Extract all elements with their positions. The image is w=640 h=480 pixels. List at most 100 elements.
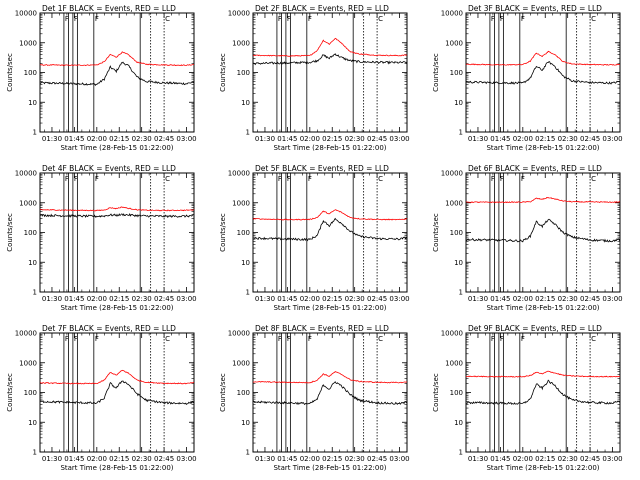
x-tick-label: 03:00 [176, 135, 196, 143]
x-tick-label: 02:30 [345, 135, 365, 143]
y-axis-label: Counts/sec [219, 213, 227, 252]
y-tick-label: 100 [237, 389, 250, 397]
events-series-line [466, 379, 621, 405]
y-tick-label: 10000 [15, 170, 37, 178]
plot-frame [465, 172, 621, 293]
y-tick-label: 1000 [232, 199, 250, 207]
flag-label: F [278, 175, 282, 183]
y-tick-label: 1 [246, 449, 250, 457]
flag-label: F [74, 15, 78, 23]
y-axis-label: Counts/sec [219, 373, 227, 412]
x-tick-label: 02:30 [558, 295, 578, 303]
x-tick-label: 01:30 [42, 455, 62, 463]
x-tick-label: 02:00 [300, 455, 320, 463]
x-tick-label: 01:30 [42, 135, 62, 143]
flag-label: F [95, 175, 99, 183]
flag-label: F [521, 15, 525, 23]
x-tick-label: 02:45 [580, 135, 600, 143]
y-axis-label: Counts/sec [432, 53, 440, 92]
plot-title: Det 6F BLACK = Events, RED = LLD [468, 164, 602, 173]
y-tick-label: 1 [246, 289, 250, 297]
flag-label: C [378, 335, 383, 343]
y-tick-label: 10000 [228, 330, 250, 338]
x-tick-label: 03:00 [602, 295, 622, 303]
y-tick-label: 10000 [15, 10, 37, 18]
plot-frame [252, 332, 408, 453]
flag-label: F [521, 335, 525, 343]
x-tick-label: 02:00 [300, 295, 320, 303]
x-tick-label: 01:30 [468, 135, 488, 143]
x-tick-label: 02:15 [535, 135, 555, 143]
lld-series-line [252, 37, 408, 57]
x-tick-label: 02:45 [580, 455, 600, 463]
y-tick-label: 1000 [232, 359, 250, 367]
lld-series-line [252, 209, 408, 221]
flag-label: F [521, 175, 525, 183]
y-tick-label: 10 [28, 259, 37, 267]
y-tick-label: 10000 [441, 330, 463, 338]
x-tick-label: 03:00 [176, 455, 196, 463]
x-axis-label: Start Time (28-Feb-15 01:22:00) [60, 304, 173, 312]
y-tick-label: 1000 [19, 359, 37, 367]
x-tick-label: 03:00 [389, 455, 409, 463]
y-tick-label: 1000 [232, 39, 250, 47]
x-tick-label: 02:45 [367, 295, 387, 303]
flag-label: F [95, 15, 99, 23]
y-axis-label: Counts/sec [6, 373, 14, 412]
x-axis-label: Start Time (28-Feb-15 01:22:00) [486, 304, 599, 312]
x-tick-label: 01:30 [468, 455, 488, 463]
x-tick-label: 01:45 [490, 135, 510, 143]
flag-label: F [308, 335, 312, 343]
x-axis-label: Start Time (28-Feb-15 01:22:00) [60, 464, 173, 472]
plot-title: Det 7F BLACK = Events, RED = LLD [42, 324, 176, 333]
x-axis-label: Start Time (28-Feb-15 01:22:00) [486, 464, 599, 472]
x-tick-label: 03:00 [389, 295, 409, 303]
x-tick-label: 02:30 [558, 135, 578, 143]
flag-label: F [278, 15, 282, 23]
plot-frame [465, 332, 621, 453]
x-tick-label: 02:45 [154, 455, 174, 463]
x-axis-label: Start Time (28-Feb-15 01:22:00) [273, 144, 386, 152]
events-series-line [39, 61, 195, 87]
flag-label: C [165, 175, 170, 183]
plot-title: Det 8F BLACK = Events, RED = LLD [255, 324, 389, 333]
flag-label: F [491, 175, 495, 183]
x-tick-label: 03:00 [602, 135, 622, 143]
flag-label: C [378, 15, 383, 23]
events-series-line [252, 217, 408, 242]
x-tick-label: 03:00 [176, 295, 196, 303]
flag-label: F [74, 175, 78, 183]
x-tick-label: 02:00 [87, 455, 107, 463]
flag-label: C [378, 175, 383, 183]
lld-series-line [465, 50, 620, 66]
y-tick-label: 10000 [441, 170, 463, 178]
y-tick-label: 10 [28, 419, 37, 427]
y-tick-label: 10 [241, 419, 250, 427]
plot-frame [39, 332, 195, 453]
x-tick-label: 02:15 [535, 455, 555, 463]
y-tick-label: 10000 [228, 10, 250, 18]
plot-title: Det 9F BLACK = Events, RED = LLD [468, 324, 602, 333]
x-tick-label: 02:00 [300, 135, 320, 143]
y-tick-label: 1000 [445, 359, 463, 367]
x-tick-label: 02:45 [580, 295, 600, 303]
lld-series-line [465, 197, 621, 204]
plot-title: Det 5F BLACK = Events, RED = LLD [255, 164, 389, 173]
x-axis-label: Start Time (28-Feb-15 01:22:00) [273, 304, 386, 312]
y-axis-label: Counts/sec [432, 213, 440, 252]
x-tick-label: 02:00 [87, 295, 107, 303]
plot-frame [39, 12, 195, 133]
x-tick-label: 01:30 [255, 295, 275, 303]
flag-label: F [500, 15, 504, 23]
plot-title: Det 3F BLACK = Events, RED = LLD [468, 4, 602, 13]
flag-label: F [287, 175, 291, 183]
y-tick-label: 10 [454, 99, 463, 107]
flag-label: F [65, 175, 69, 183]
y-tick-label: 10000 [15, 330, 37, 338]
plot-title: Det 1F BLACK = Events, RED = LLD [42, 4, 176, 13]
x-tick-label: 02:00 [513, 135, 533, 143]
y-tick-label: 10 [241, 259, 250, 267]
flag-label: F [65, 335, 69, 343]
